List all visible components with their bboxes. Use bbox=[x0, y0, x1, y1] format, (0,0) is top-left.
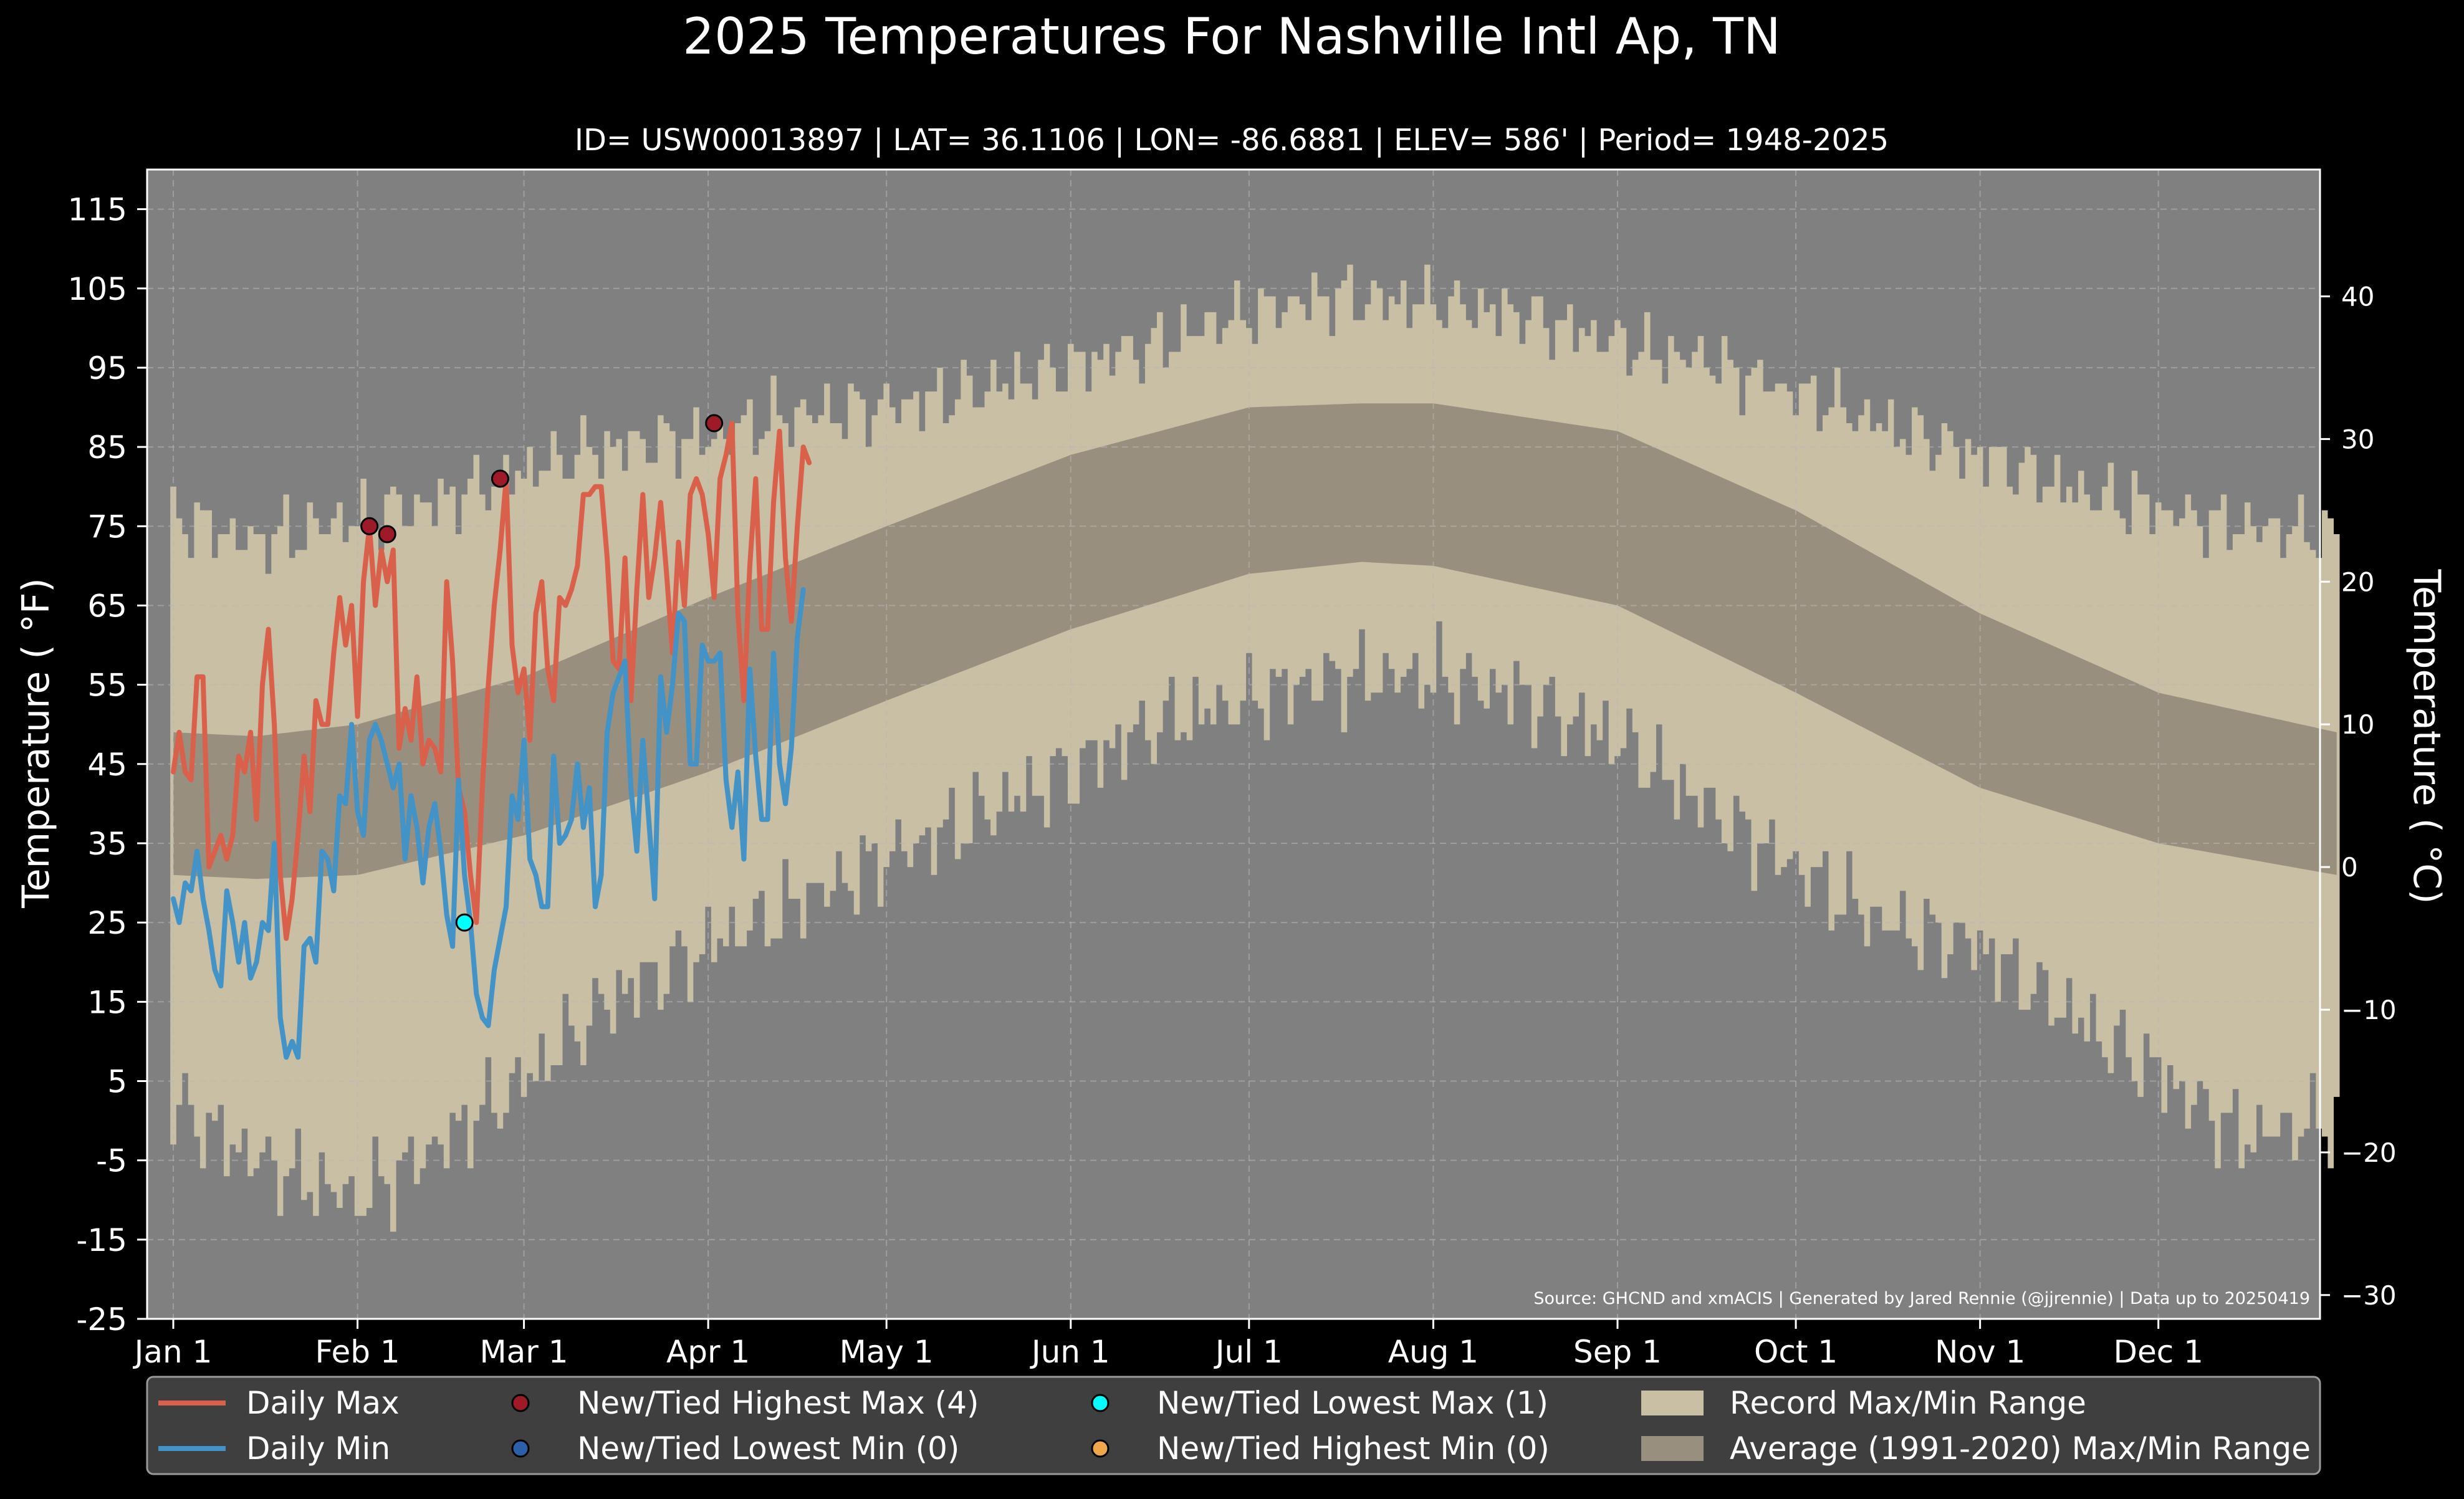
y-right-tick-label: 20 bbox=[2341, 567, 2374, 597]
y-axis-label-right: Temperature ( °C) bbox=[2405, 569, 2448, 904]
x-tick-label: Sep 1 bbox=[1573, 1334, 1662, 1370]
legend-label: New/Tied Highest Max (4) bbox=[577, 1385, 979, 1421]
y-right-tick-label: 10 bbox=[2341, 709, 2374, 740]
legend-box bbox=[146, 1376, 2321, 1475]
y-right-tick-label: 40 bbox=[2341, 281, 2374, 312]
legend-swatch-dot bbox=[1091, 1439, 1110, 1458]
x-tick-label: Jul 1 bbox=[1214, 1334, 1283, 1370]
x-tick-label: Mar 1 bbox=[480, 1334, 568, 1370]
legend-label: Daily Max bbox=[246, 1385, 400, 1421]
y-tick-label: 5 bbox=[107, 1063, 127, 1099]
chart-subtitle: ID= USW00013897 | LAT= 36.1106 | LON= -8… bbox=[575, 123, 1889, 158]
x-tick-label: Apr 1 bbox=[666, 1334, 750, 1370]
legend-label: Average (1991-2020) Max/Min Range bbox=[1730, 1430, 2311, 1467]
legend-swatch-patch bbox=[1641, 1436, 1704, 1461]
legend-swatch-dot bbox=[511, 1439, 530, 1458]
legend: Daily Max Daily Min New/Tied Highest Max (… bbox=[146, 1376, 2321, 1475]
y-right-tick-label: 0 bbox=[2341, 852, 2358, 883]
daily-min-line bbox=[171, 587, 806, 1060]
highest-max-marker bbox=[360, 517, 379, 535]
y-tick-label: 55 bbox=[87, 668, 127, 704]
source-note: Source: GHCND and xmACIS | Generated by … bbox=[1533, 1289, 2310, 1308]
legend-swatch-dot bbox=[511, 1394, 530, 1412]
y-right-tick-label: −10 bbox=[2341, 995, 2397, 1025]
y-right-tick-label: −30 bbox=[2341, 1280, 2397, 1311]
y-tick-label: 95 bbox=[87, 350, 127, 386]
y-right-tick-label: −20 bbox=[2341, 1137, 2397, 1168]
record-range-band bbox=[170, 264, 2340, 1232]
x-tick-label: May 1 bbox=[840, 1334, 934, 1370]
record-markers bbox=[360, 414, 724, 932]
axes: -25 -15 -5 5 15 25 35 45 55 65 75 85 95 105 115 −30 −20 −… bbox=[68, 168, 2397, 1370]
plot-frame bbox=[146, 168, 2321, 1320]
series bbox=[171, 421, 812, 1060]
lowest-max-marker bbox=[455, 913, 474, 932]
y-right-tick-label: 30 bbox=[2341, 424, 2374, 454]
x-tick-label: Aug 1 bbox=[1388, 1334, 1479, 1370]
legend-label: New/Tied Lowest Min (0) bbox=[577, 1430, 959, 1467]
legend-label: Daily Min bbox=[246, 1430, 390, 1467]
legend-label: Record Max/Min Range bbox=[1730, 1385, 2086, 1421]
x-tick-label: Dec 1 bbox=[2113, 1334, 2203, 1370]
y-tick-label: 45 bbox=[87, 747, 127, 783]
plot-area bbox=[147, 170, 2340, 1319]
y-tick-label: -25 bbox=[76, 1301, 127, 1338]
x-tick-label: Oct 1 bbox=[1754, 1334, 1838, 1370]
x-tick-label: Nov 1 bbox=[1935, 1334, 2025, 1370]
y-tick-label: 65 bbox=[87, 588, 127, 624]
y-tick-label: -15 bbox=[76, 1222, 127, 1258]
x-tick-label: Jun 1 bbox=[1030, 1334, 1110, 1370]
legend-swatch-patch bbox=[1641, 1391, 1704, 1415]
y-tick-label: 75 bbox=[87, 509, 127, 545]
highest-max-marker bbox=[705, 414, 724, 433]
highest-max-marker bbox=[378, 525, 396, 544]
y-tick-label: 115 bbox=[68, 192, 127, 228]
y-tick-label: 85 bbox=[87, 429, 127, 466]
y-tick-label: -5 bbox=[96, 1143, 127, 1179]
y-tick-label: 15 bbox=[87, 984, 127, 1020]
y-tick-label: 35 bbox=[87, 826, 127, 862]
legend-swatch-dot bbox=[1091, 1394, 1110, 1412]
x-tick-label: Jan 1 bbox=[133, 1334, 213, 1370]
legend-label: New/Tied Lowest Max (1) bbox=[1157, 1385, 1548, 1421]
y-tick-label: 25 bbox=[87, 905, 127, 941]
highest-max-marker bbox=[491, 469, 509, 488]
chart-title: 2025 Temperatures For Nashville Intl Ap,… bbox=[683, 7, 1781, 65]
x-tick-label: Feb 1 bbox=[315, 1334, 400, 1370]
daily-max-line bbox=[171, 421, 812, 941]
y-tick-label: 105 bbox=[68, 271, 127, 307]
y-axis-label-left: Temperature ( °F) bbox=[14, 578, 58, 909]
legend-label: New/Tied Highest Min (0) bbox=[1157, 1430, 1550, 1467]
